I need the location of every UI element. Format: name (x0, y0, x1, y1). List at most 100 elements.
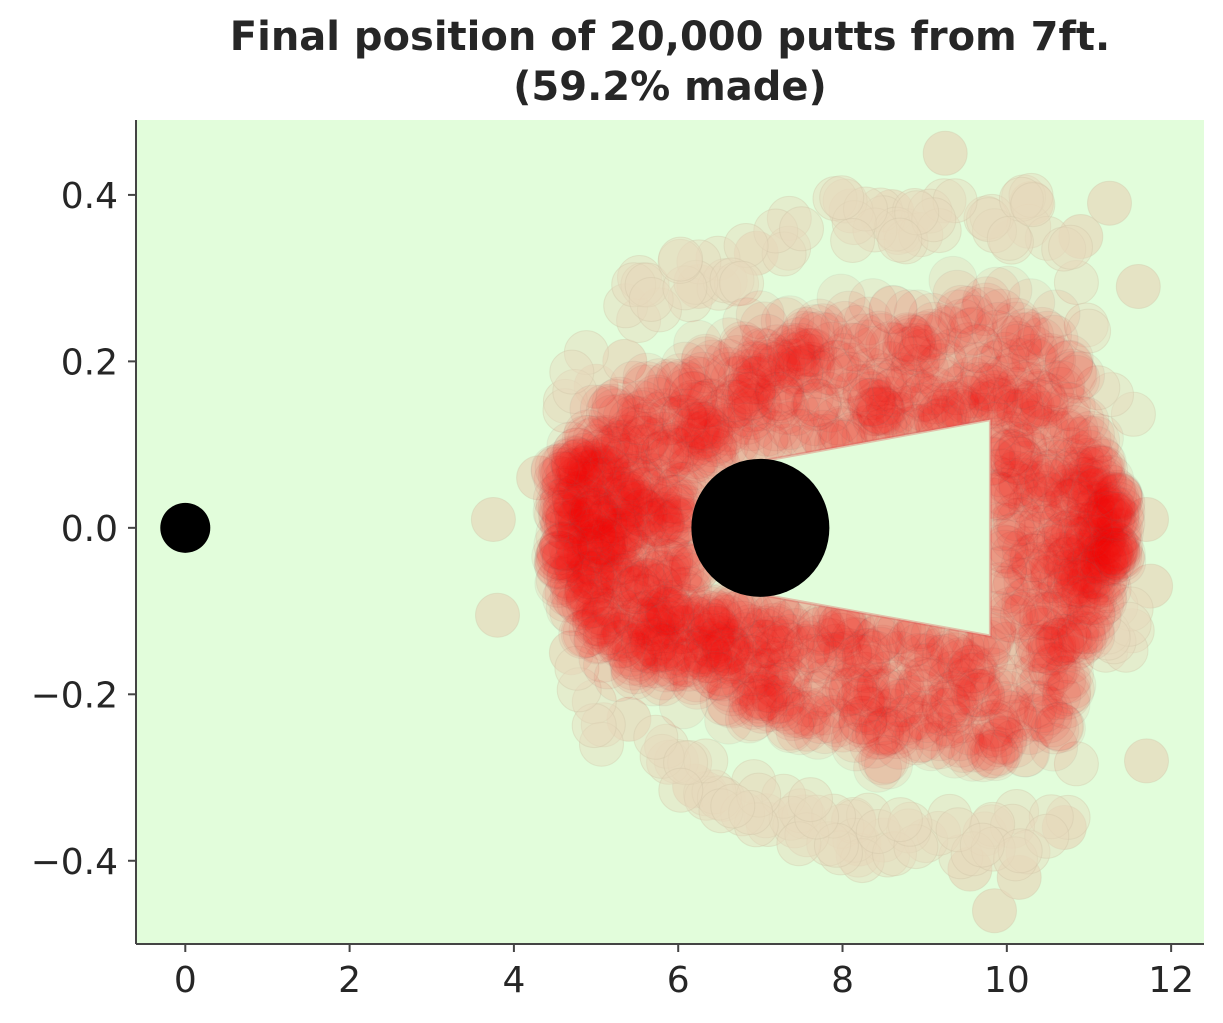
putt-point (986, 663, 1036, 713)
putt-point (992, 492, 1042, 542)
putt-point (739, 619, 789, 669)
putt-point (717, 355, 767, 405)
putt-point (814, 679, 864, 729)
putt-point (550, 436, 600, 486)
putt-point (986, 215, 1032, 261)
putt-point (1040, 496, 1090, 546)
putt-point (782, 343, 832, 393)
putt-point (572, 424, 621, 473)
putt-point (831, 200, 877, 246)
putt-point (1096, 487, 1146, 537)
putt-point (1090, 493, 1140, 543)
putt-point (563, 409, 613, 459)
putt-point (1000, 440, 1050, 490)
putt-point (658, 680, 708, 730)
putt-point (1062, 415, 1112, 464)
putt-point (1043, 616, 1093, 666)
putt-point (576, 516, 626, 566)
putt-point (851, 386, 901, 436)
putt-point (868, 285, 918, 335)
putt-point (535, 556, 585, 605)
putt-point (661, 398, 711, 448)
putt-point (1124, 497, 1169, 542)
putt-point (872, 661, 922, 711)
putt-point (568, 487, 617, 537)
putt-point (892, 368, 942, 418)
putt-point (644, 539, 694, 589)
putt-point (1027, 698, 1077, 748)
putt-point (542, 492, 592, 541)
putt-point (1027, 626, 1077, 676)
putt-point (1015, 693, 1065, 743)
putt-point (842, 363, 892, 413)
putt-point (1008, 533, 1058, 583)
putt-point (855, 385, 905, 434)
putt-point (907, 308, 957, 358)
putt-point (551, 448, 601, 497)
putt-point (737, 327, 787, 377)
putt-point (765, 685, 815, 735)
putt-point (773, 367, 823, 417)
putt-point (633, 491, 683, 540)
putt-point (590, 426, 640, 476)
putt-point (727, 402, 777, 452)
putt-point (915, 720, 965, 770)
putt-point (946, 356, 996, 406)
putt-point (768, 795, 814, 841)
putt-point (1028, 538, 1078, 588)
putt-point (1078, 576, 1128, 626)
putt-point (784, 372, 834, 422)
putt-point (868, 322, 918, 372)
putt-point (602, 453, 651, 502)
putt-point (804, 346, 854, 396)
putt-point (683, 634, 733, 683)
putt-point (731, 377, 781, 426)
putt-point (1010, 182, 1056, 228)
putt-point (579, 721, 624, 767)
putt-point (591, 484, 640, 534)
putt-point (1045, 649, 1094, 699)
putt-point (1058, 502, 1108, 552)
putt-point (617, 499, 667, 549)
putt-point (1028, 794, 1074, 840)
putt-point (613, 632, 663, 682)
putt-point (1019, 377, 1069, 427)
putt-point (894, 633, 943, 682)
putt-point (1018, 591, 1068, 641)
putt-point (885, 354, 935, 404)
putt-point (1079, 490, 1129, 540)
putt-point (566, 490, 616, 540)
putt-point (1086, 494, 1135, 544)
putt-point (733, 802, 779, 848)
putt-point (903, 818, 949, 864)
putt-point (772, 327, 822, 377)
putt-point (958, 733, 1008, 783)
putt-point (736, 670, 786, 719)
putt-point (928, 255, 978, 305)
putt-point (542, 573, 592, 623)
putt-point (753, 208, 799, 254)
putt-point (680, 644, 730, 694)
putt-point (880, 696, 930, 746)
putt-point (733, 382, 783, 432)
putt-point (812, 623, 862, 673)
putt-point (800, 705, 850, 755)
putt-point (770, 345, 820, 395)
putt-point (602, 393, 652, 443)
putt-point (669, 656, 719, 706)
putt-point (1075, 513, 1125, 563)
putt-point (840, 651, 890, 701)
putt-point (854, 310, 904, 360)
putt-point (1068, 458, 1118, 508)
putt-point (822, 178, 868, 224)
putt-point (741, 313, 791, 363)
putt-point (572, 415, 622, 465)
putt-point (568, 605, 618, 655)
putt-point (963, 195, 1009, 241)
putt-point (750, 640, 800, 690)
putt-point (1047, 427, 1097, 477)
putt-point (811, 793, 856, 839)
putt-point (1072, 592, 1122, 642)
putt-point (613, 443, 663, 493)
putt-point (604, 502, 654, 552)
